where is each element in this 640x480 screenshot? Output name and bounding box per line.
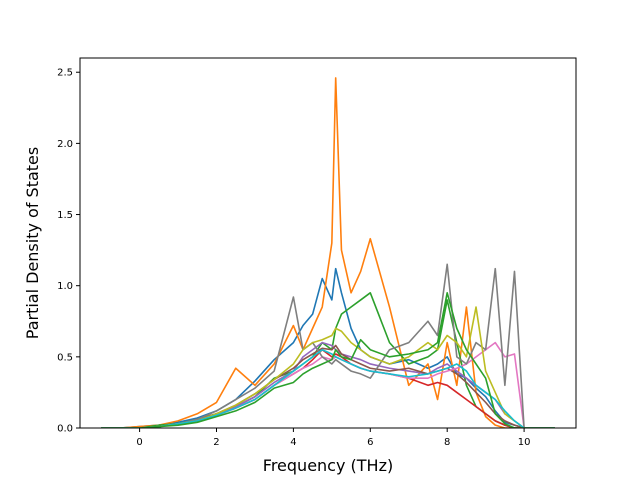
x-tick-label: 10 (518, 437, 531, 448)
x-tick-label: 4 (290, 437, 296, 448)
y-tick-label: 2.5 (57, 68, 73, 79)
series-layer (101, 77, 555, 428)
y-tick-label: 0.5 (57, 352, 73, 363)
x-tick-label: 8 (444, 437, 450, 448)
pdos-series-line-2 (101, 77, 555, 428)
y-tick-label: 0.0 (57, 424, 73, 435)
pdos-series-line-11 (101, 292, 555, 428)
y-tick-label: 1.0 (57, 281, 73, 292)
y-tick-label: 2.0 (57, 139, 73, 150)
y-tick-label: 1.5 (57, 210, 73, 221)
plot-frame (79, 57, 577, 429)
x-axis-ticks: 0 2 4 6 8 10 (136, 428, 530, 448)
x-tick-label: 6 (367, 437, 373, 448)
pdos-series-line-8 (101, 263, 555, 428)
x-tick-label: 0 (136, 437, 142, 448)
pdos-series-line-10 (101, 348, 555, 428)
y-axis-ticks: 0.0 0.5 1.0 1.5 2.0 2.5 (57, 68, 80, 435)
x-axis-label: Frequency (THz) (263, 456, 393, 475)
x-tick-label: 2 (213, 437, 219, 448)
y-axis-label: Partial Density of States (23, 147, 42, 339)
pdos-series-line-9 (101, 306, 555, 428)
